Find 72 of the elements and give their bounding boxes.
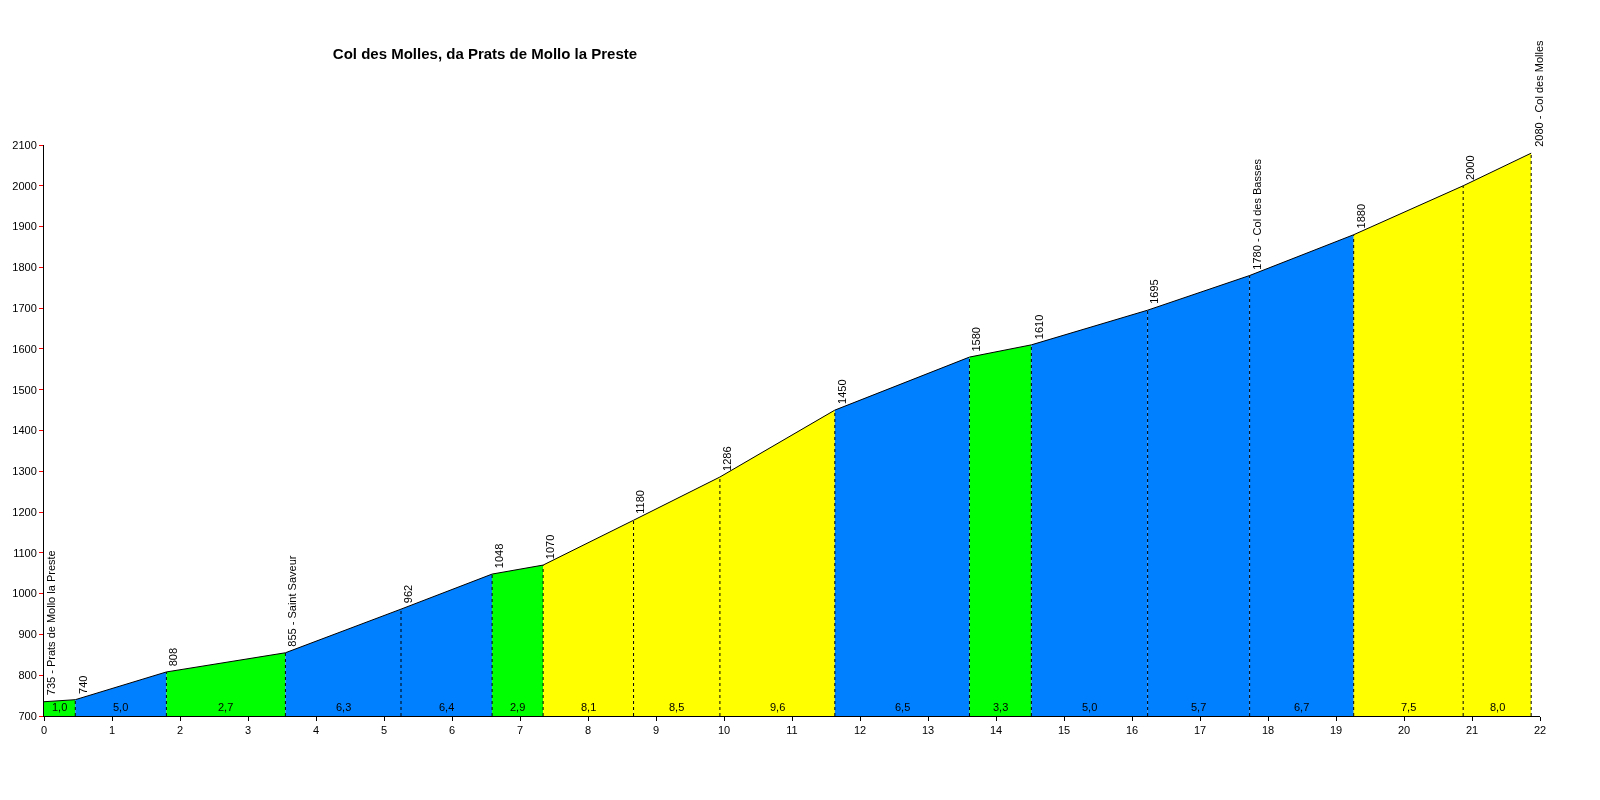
annotation: 962	[401, 584, 414, 604]
annotation: 2,7	[218, 701, 234, 713]
annotation: 5,7	[1191, 701, 1207, 713]
y-tick-label: 1400	[12, 424, 37, 437]
annotation: 1180	[634, 490, 647, 514]
annotation: 1880	[1354, 203, 1367, 229]
y-tick-label: 1500	[12, 383, 37, 396]
x-tick-label: 19	[1329, 724, 1343, 737]
y-tick-label: 1700	[12, 301, 37, 314]
x-tick-label: 11	[786, 724, 798, 737]
annotation: 8,5	[669, 701, 685, 713]
x-tick-label: 9	[652, 724, 660, 737]
x-tick-label: 2	[176, 724, 184, 737]
annotation: 808	[167, 647, 180, 667]
annotation: 1070	[544, 534, 557, 560]
x-tick-label: 5	[380, 724, 388, 737]
y-tick-label: 2000	[12, 179, 37, 192]
annotation: 7,5	[1401, 701, 1417, 713]
annotation: 6,7	[1294, 701, 1310, 713]
y-tick-label: 800	[18, 669, 37, 682]
annotation: 2,9	[510, 701, 526, 713]
annotation: 6,3	[336, 701, 352, 713]
y-tick-label: 700	[18, 709, 37, 722]
annotation: 855 - Saint Saveur	[286, 555, 299, 647]
annotation: 5,0	[1082, 701, 1098, 713]
y-tick-label: 2100	[12, 138, 37, 151]
x-tick-label: 3	[244, 724, 252, 737]
annotation: 735 - Prats de Mollo la Preste	[44, 550, 57, 696]
y-tick-label: 1800	[12, 261, 37, 274]
y-tick-label: 1900	[12, 220, 37, 233]
annotation: 740	[76, 675, 89, 694]
annotation: 8,1	[581, 701, 597, 713]
annotation: 1695	[1148, 279, 1161, 304]
x-tick-label: 20	[1397, 724, 1411, 737]
x-tick-label: 6	[448, 724, 456, 737]
y-tick-label: 1600	[12, 342, 37, 355]
x-tick-label: 12	[853, 724, 867, 737]
x-tick-label: 0	[40, 724, 48, 737]
annotation: 2000	[1464, 155, 1477, 180]
annotation: 9,6	[770, 701, 786, 713]
x-tick-label: 17	[1193, 724, 1207, 737]
y-tick-label: 1100	[13, 546, 37, 559]
x-tick-label: 18	[1261, 724, 1275, 737]
chart-title: Col des Molles, da Prats de Mollo la Preste	[332, 44, 638, 62]
x-tick-label: 4	[312, 724, 320, 737]
x-tick-label: 22	[1533, 724, 1547, 737]
annotation: 1580	[970, 327, 983, 352]
y-tick-label: 1300	[12, 465, 37, 478]
x-tick-label: 10	[717, 724, 731, 737]
x-tick-label: 7	[516, 724, 524, 737]
annotation: 8,0	[1490, 701, 1506, 713]
x-tick-label: 16	[1125, 724, 1139, 737]
annotation: 1610	[1032, 314, 1045, 340]
x-tick-label: 8	[584, 724, 592, 737]
y-tick-label: 900	[18, 628, 37, 641]
x-tick-label: 13	[921, 724, 935, 737]
annotation: 3,3	[993, 701, 1009, 713]
annotation: 5,0	[113, 701, 129, 713]
annotation: 1450	[835, 379, 848, 404]
y-tick-label: 1200	[12, 505, 37, 518]
x-tick-label: 1	[108, 724, 116, 737]
annotation: 6,5	[895, 701, 911, 713]
annotation: 6,4	[439, 701, 455, 713]
x-tick-label: 15	[1057, 724, 1071, 737]
annotation: 1048	[493, 543, 506, 569]
y-tick-label: 1000	[12, 587, 37, 600]
annotation: 1780 - Col des Basses	[1250, 158, 1263, 270]
annotation: 1,0	[52, 701, 68, 713]
x-tick-label: 14	[989, 724, 1003, 737]
annotation: 2080 - Col des Molles	[1532, 39, 1545, 147]
x-tick-label: 21	[1465, 724, 1479, 737]
annotation: 1286	[720, 446, 733, 471]
